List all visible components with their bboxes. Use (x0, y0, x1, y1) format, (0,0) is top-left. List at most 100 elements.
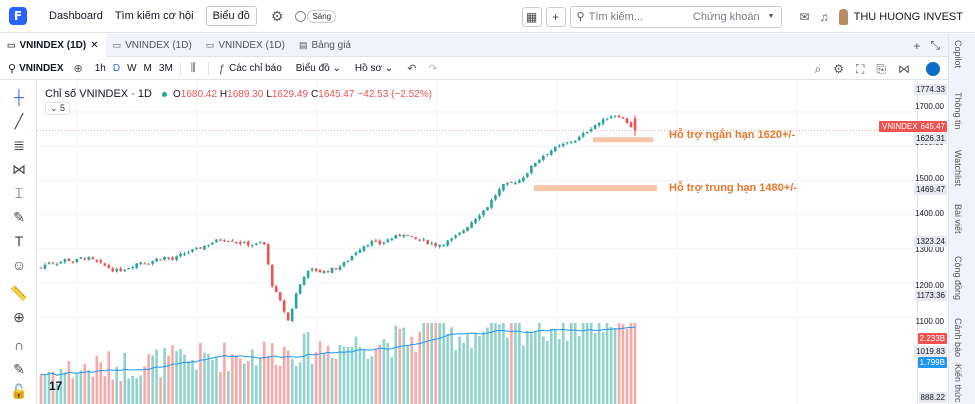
rail-info[interactable]: Thông tin (953, 92, 963, 130)
chart-area[interactable]: Hỗ trợ ngắn hạn 1620+/- Hỗ trợ trung hạn … (37, 81, 917, 404)
add-icon[interactable]: + (545, 6, 566, 27)
avatar[interactable] (838, 8, 848, 25)
search-box[interactable]: ⚲ Tìm kiếm... Chứng khoán ▼ (569, 5, 782, 28)
gear-icon[interactable]: ⚙ (270, 7, 284, 24)
projection-icon[interactable]: ⌶ (14, 185, 24, 201)
brush-icon[interactable]: ✎ (13, 209, 25, 225)
search-category-select[interactable]: Chứng khoán (692, 10, 760, 23)
volume-bar (446, 333, 449, 404)
rail-posts[interactable]: Bài viết (953, 204, 963, 234)
text-icon[interactable]: T (14, 233, 24, 249)
candle-body (235, 242, 238, 244)
interval-d[interactable]: D (112, 63, 121, 74)
ruler-icon[interactable]: 📏 (10, 285, 28, 301)
user-name[interactable]: THU HUONG INVEST (853, 10, 963, 23)
volume-bar (239, 358, 242, 404)
profile-dropdown[interactable]: Hồ sơ ⌄ (354, 63, 394, 74)
rail-knowledge[interactable]: Kiến thức (953, 364, 963, 403)
candle-body (581, 133, 585, 137)
tradingview-logo[interactable]: 17 (49, 379, 63, 393)
pattern-icon[interactable]: ⋈ (12, 161, 26, 177)
layout-grid-icon[interactable]: ▦ (521, 6, 542, 27)
volume-bar (362, 349, 366, 404)
settings-icon[interactable]: ⚙ (833, 62, 844, 76)
lock-icon[interactable]: 🔓 (10, 383, 28, 399)
tab-vnindex-1[interactable]: ▭ VNINDEX (1D) ✕ (0, 33, 106, 57)
rail-watchlist[interactable]: Watchlist (953, 150, 963, 187)
interval-1h[interactable]: 1h (94, 63, 106, 74)
fullscreen-icon[interactable]: ⛶ (855, 61, 865, 76)
crosshair-icon[interactable]: ┼ (14, 89, 24, 105)
tab-price-board[interactable]: ▤ Bảng giá (292, 34, 358, 57)
nav-dashboard[interactable]: Dashboard (49, 10, 103, 22)
volume-bar (266, 355, 270, 404)
volume-bar (123, 352, 127, 404)
candle-body (314, 268, 318, 271)
share-icon[interactable]: ⋈ (898, 62, 910, 76)
legend-collapse-toggle[interactable]: ⌄ 5 (45, 102, 71, 115)
brand-icon[interactable] (926, 62, 940, 76)
candle-body (39, 267, 43, 269)
candle-body (250, 244, 254, 246)
lock-drawing-icon[interactable]: ✎ (13, 361, 25, 377)
chat-icon[interactable]: ✉ (799, 9, 810, 24)
price-scale[interactable]: 1700.00 1600.00 1500.00 1400.00 1300.00 … (914, 81, 948, 404)
candle-body (55, 264, 59, 266)
candle-body (362, 246, 366, 251)
volume-bar (87, 370, 91, 404)
chart-type-dropdown[interactable]: Biểu đồ ⌄ (295, 63, 341, 74)
volume-bar (545, 341, 549, 404)
candle-body (334, 268, 338, 270)
volume-bar (378, 344, 382, 404)
indicators-button[interactable]: Các chỉ báo (228, 63, 282, 74)
rail-alerts[interactable]: Cảnh báo (953, 318, 963, 358)
candle-body (370, 241, 374, 246)
candle-style-icon[interactable]: ⫼ (190, 62, 196, 74)
candle-body (442, 244, 445, 246)
divider (179, 61, 181, 76)
mid-support-zone (534, 185, 657, 192)
search-input[interactable]: Tìm kiếm... (588, 10, 643, 23)
redo-icon[interactable]: ↷ (428, 63, 438, 75)
compare-add-icon[interactable]: ⊕ (73, 63, 83, 75)
chart-button[interactable]: Biểu đồ (205, 6, 257, 26)
candle-body (538, 159, 541, 163)
candle-body (589, 129, 593, 132)
volume-bar (454, 350, 457, 404)
close-icon[interactable]: ✕ (90, 39, 99, 51)
volume-bar (159, 377, 162, 404)
volume-bar (430, 323, 433, 404)
fib-icon[interactable]: ≣ (13, 137, 25, 153)
theme-toggle-label: Sáng (307, 9, 337, 23)
candle-body (470, 222, 473, 228)
price-chart[interactable]: Hỗ trợ ngắn hạn 1620+/- Hỗ trợ trung hạn … (37, 81, 917, 404)
volume-bar (494, 323, 497, 404)
emoji-icon[interactable]: ☺ (11, 257, 27, 273)
interval-3m[interactable]: 3M (158, 63, 173, 74)
magnet-icon[interactable]: ∩ (13, 337, 25, 353)
quick-search-icon[interactable]: ⌕ (814, 61, 822, 76)
rail-community[interactable]: Cộng đồng (953, 256, 963, 301)
app-logo[interactable]: F (9, 7, 27, 25)
candle-body (605, 119, 609, 121)
volume-bar (243, 363, 246, 404)
interval-m[interactable]: M (143, 63, 152, 74)
tab-vnindex-2[interactable]: ▭ VNINDEX (1D) (106, 34, 199, 57)
rail-copilot[interactable]: Copilot (953, 40, 963, 69)
nav-opportunities[interactable]: Tìm kiếm cơ hội (114, 10, 194, 22)
candle-body (446, 240, 449, 246)
volume-bar (63, 372, 67, 404)
candle-body (382, 242, 386, 244)
price-tick: 1200.00 (915, 281, 944, 290)
tab-vnindex-3[interactable]: ▭ VNINDEX (1D) (199, 34, 292, 57)
interval-w[interactable]: W (127, 63, 137, 74)
theme-toggle[interactable]: Sáng (295, 9, 337, 23)
trendline-icon[interactable]: ╱ (14, 113, 24, 129)
camera-icon[interactable]: ⎘ (876, 61, 886, 76)
zoom-in-icon[interactable]: ⊕ (13, 309, 25, 325)
undo-icon[interactable]: ↶ (407, 63, 417, 75)
add-tab-icon[interactable]: + (913, 38, 921, 53)
symbol-input[interactable]: VNINDEX (19, 63, 64, 74)
bell-icon[interactable]: ♫ (819, 9, 829, 24)
collapse-icon[interactable]: ⤡ (930, 38, 940, 52)
